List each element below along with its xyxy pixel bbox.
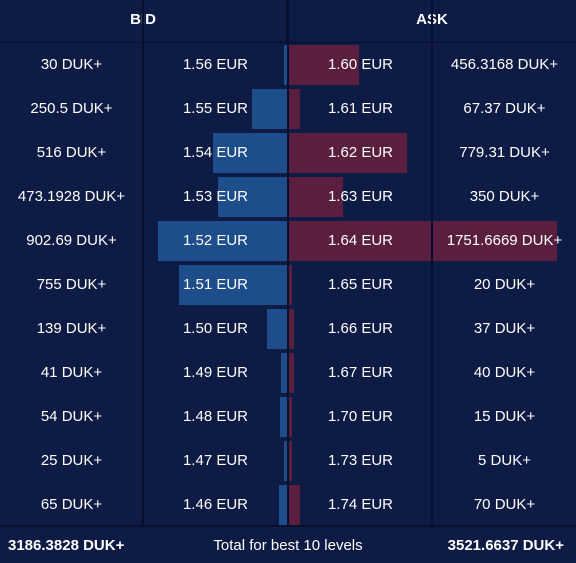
bid-amount: 54 DUK+ bbox=[40, 408, 103, 425]
ask-depth-bar bbox=[289, 397, 292, 437]
order-book-row[interactable]: 54 DUK+ 1.48 EUR 1.70 EUR 15 DUK+ bbox=[0, 395, 576, 439]
bid-price: 1.54 EUR bbox=[182, 144, 249, 161]
bid-price: 1.56 EUR bbox=[182, 56, 249, 73]
order-book-footer: Total for best 10 levels 3186.3828 DUK+ … bbox=[0, 525, 576, 563]
bid-amount: 41 DUK+ bbox=[40, 364, 103, 381]
ask-amount: 779.31 DUK+ bbox=[459, 144, 550, 161]
bid-price: 1.52 EUR bbox=[182, 232, 249, 249]
ask-depth-bar bbox=[289, 309, 294, 349]
order-book-row[interactable]: 250.5 DUK+ 1.55 EUR 1.61 EUR 67.37 DUK+ bbox=[0, 87, 576, 131]
ask-price: 1.62 EUR bbox=[327, 144, 394, 161]
order-book-row[interactable]: 755 DUK+ 1.51 EUR 1.65 EUR 20 DUK+ bbox=[0, 263, 576, 307]
bid-depth-bar bbox=[279, 485, 288, 525]
bid-price: 1.49 EUR bbox=[182, 364, 249, 381]
bid-depth-bar bbox=[267, 309, 288, 349]
order-book-row[interactable]: 25 DUK+ 1.47 EUR 1.73 EUR 5 DUK+ bbox=[0, 439, 576, 483]
ask-amount: 70 DUK+ bbox=[473, 496, 536, 513]
ask-total: 3521.6637 DUK+ bbox=[447, 537, 564, 554]
ask-depth-bar bbox=[289, 485, 300, 525]
bid-amount: 65 DUK+ bbox=[40, 496, 103, 513]
ask-price: 1.73 EUR bbox=[327, 452, 394, 469]
ask-price: 1.61 EUR bbox=[327, 100, 394, 117]
bid-depth-bar bbox=[213, 133, 288, 173]
ask-price: 1.70 EUR bbox=[327, 408, 394, 425]
column-divider bbox=[142, 0, 144, 525]
ask-amount: 456.3168 DUK+ bbox=[450, 56, 559, 73]
bid-price: 1.50 EUR bbox=[182, 320, 249, 337]
bid-amount: 516 DUK+ bbox=[36, 144, 107, 161]
ask-depth-bar bbox=[289, 45, 359, 85]
bid-amount: 755 DUK+ bbox=[36, 276, 107, 293]
bid-price: 1.46 EUR bbox=[182, 496, 249, 513]
bid-depth-bar bbox=[252, 89, 288, 129]
bid-amount: 473.1928 DUK+ bbox=[17, 188, 126, 205]
bid-price: 1.55 EUR bbox=[182, 100, 249, 117]
ask-price: 1.64 EUR bbox=[327, 232, 394, 249]
bid-amount: 139 DUK+ bbox=[36, 320, 107, 337]
ask-price: 1.65 EUR bbox=[327, 276, 394, 293]
ask-depth-bar bbox=[289, 265, 292, 305]
bid-price: 1.53 EUR bbox=[182, 188, 249, 205]
ask-depth-bar bbox=[289, 89, 300, 129]
bid-depth-bar bbox=[281, 353, 288, 393]
ask-price: 1.74 EUR bbox=[327, 496, 394, 513]
bid-depth-bar bbox=[284, 441, 288, 481]
order-book-rows: 30 DUK+ 1.56 EUR 1.60 EUR 456.3168 DUK+ 250.… bbox=[0, 43, 576, 525]
bid-amount: 250.5 DUK+ bbox=[30, 100, 113, 117]
totals-label: Total for best 10 levels bbox=[213, 537, 363, 554]
order-book-row[interactable]: 65 DUK+ 1.46 EUR 1.74 EUR 70 DUK+ bbox=[0, 483, 576, 527]
ask-amount: 350 DUK+ bbox=[469, 188, 540, 205]
ask-amount: 37 DUK+ bbox=[473, 320, 536, 337]
ask-depth-bar bbox=[289, 133, 407, 173]
ask-price: 1.66 EUR bbox=[327, 320, 394, 337]
bid-amount: 25 DUK+ bbox=[40, 452, 103, 469]
bid-depth-bar bbox=[284, 45, 288, 85]
ask-amount: 67.37 DUK+ bbox=[463, 100, 546, 117]
ask-depth-bar bbox=[289, 353, 294, 393]
ask-depth-bar bbox=[289, 221, 557, 261]
ask-depth-bar bbox=[289, 441, 292, 481]
bid-total: 3186.3828 DUK+ bbox=[8, 537, 125, 554]
column-divider bbox=[431, 0, 433, 525]
order-book-row[interactable]: 516 DUK+ 1.54 EUR 1.62 EUR 779.31 DUK+ bbox=[0, 131, 576, 175]
center-divider bbox=[287, 0, 289, 525]
bid-price: 1.47 EUR bbox=[182, 452, 249, 469]
bid-depth-bar bbox=[158, 221, 288, 261]
ask-price: 1.63 EUR bbox=[327, 188, 394, 205]
order-book-row[interactable]: 902.69 DUK+ 1.52 EUR 1.64 EUR 1751.6669 DUK… bbox=[0, 219, 576, 263]
order-book-row[interactable]: 473.1928 DUK+ 1.53 EUR 1.63 EUR 350 DUK+ bbox=[0, 175, 576, 219]
order-book-row[interactable]: 41 DUK+ 1.49 EUR 1.67 EUR 40 DUK+ bbox=[0, 351, 576, 395]
bid-depth-bar bbox=[280, 397, 288, 437]
ask-amount: 20 DUK+ bbox=[473, 276, 536, 293]
ask-amount: 40 DUK+ bbox=[473, 364, 536, 381]
ask-price: 1.60 EUR bbox=[327, 56, 394, 73]
ask-amount: 1751.6669 DUK+ bbox=[446, 232, 563, 249]
ask-amount: 15 DUK+ bbox=[473, 408, 536, 425]
bid-price: 1.48 EUR bbox=[182, 408, 249, 425]
order-book-row[interactable]: 139 DUK+ 1.50 EUR 1.66 EUR 37 DUK+ bbox=[0, 307, 576, 351]
ask-depth-bar bbox=[289, 177, 343, 217]
ask-price: 1.67 EUR bbox=[327, 364, 394, 381]
bid-depth-bar bbox=[218, 177, 288, 217]
bid-depth-bar bbox=[179, 265, 288, 305]
bid-price: 1.51 EUR bbox=[182, 276, 249, 293]
bid-column-header: BID bbox=[0, 0, 288, 42]
order-book-row[interactable]: 30 DUK+ 1.56 EUR 1.60 EUR 456.3168 DUK+ bbox=[0, 43, 576, 87]
ask-amount: 5 DUK+ bbox=[478, 452, 531, 469]
bid-amount: 30 DUK+ bbox=[40, 56, 103, 73]
bid-amount: 902.69 DUK+ bbox=[26, 232, 117, 249]
